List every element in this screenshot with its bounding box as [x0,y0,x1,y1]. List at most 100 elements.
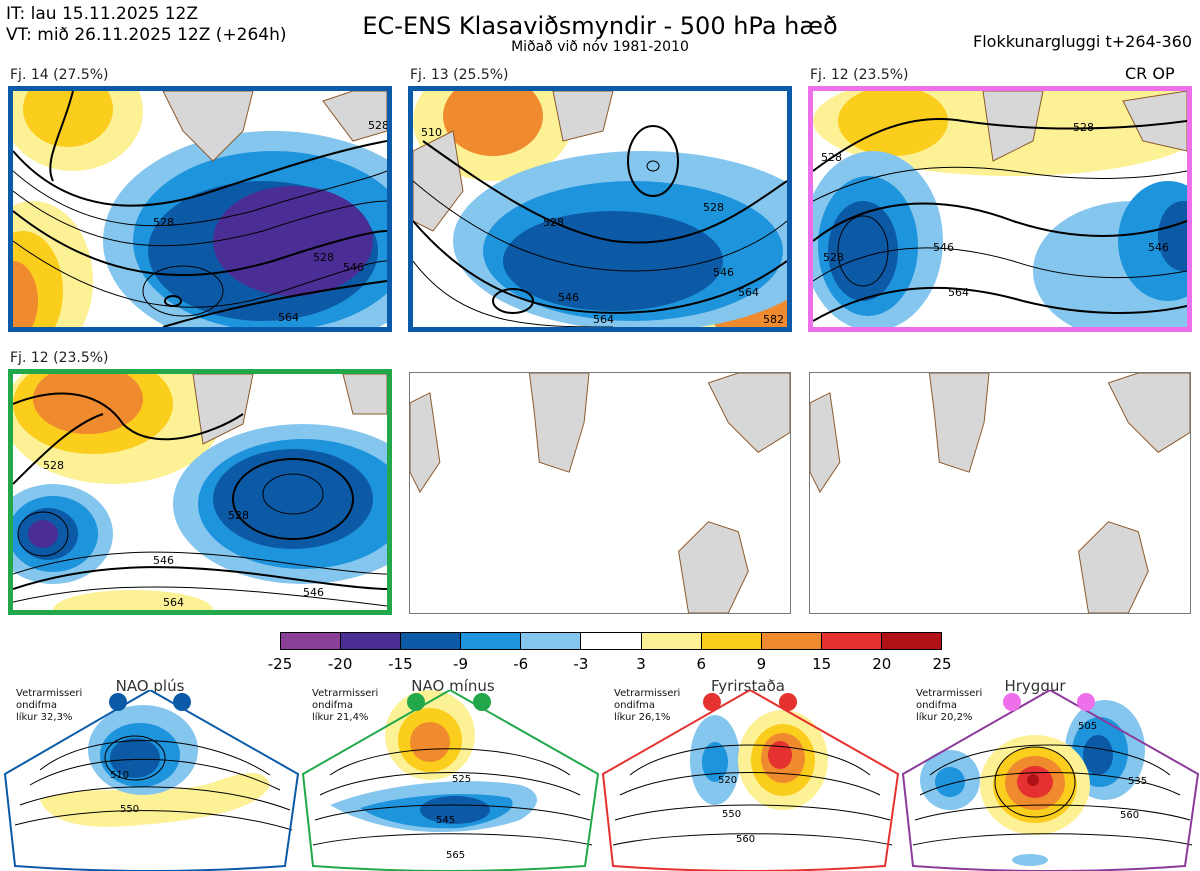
cluster-map-3-plot: 528 528 528 546 546 564 [813,91,1187,327]
panel-3-contour-label: 528 [821,151,842,164]
panel-3-contour-label: 528 [1073,121,1094,134]
colorbar-swatch [881,633,942,649]
colorbar-swatch [761,633,822,649]
empty-map-6 [809,372,1191,614]
valid-time: VT: mið 26.11.2025 12Z (+264h) [6,25,287,45]
regime-4-contour-label: 560 [1120,810,1139,821]
regime-1-contour-label: 550 [120,804,139,815]
regime-map-nao-minus: 525 545 565 [301,690,600,871]
panel-2-contour-label: 528 [703,201,724,214]
panel-4-contour-label: 528 [228,509,249,522]
panel-2-contour-label: 528 [543,216,564,229]
panel-2-label: Fj. 13 (25.5%) [410,67,509,83]
run-info: IT: lau 15.11.2025 12Z VT: mið 26.11.202… [6,4,287,46]
regime-1-contour-label: 510 [110,770,129,781]
colorbar-tick-label: -15 [388,655,413,673]
panel-2-contour-label: 582 [763,313,784,326]
regime-3-probability: líkur 26,1% [614,712,671,723]
regime-3-contour-label: 560 [736,834,755,845]
panel-4-contour-label: 564 [163,596,184,609]
regime-2-season: Vetrarmisseri [312,688,379,699]
regime-2-months: ondifma [312,700,353,711]
page-subtitle: Miðað við nóv 1981-2010 [511,39,689,55]
colorbar-tick-label: -3 [573,655,589,673]
panel-1-contour-label: 528 [313,251,334,264]
colorbar-tick-label: -9 [453,655,469,673]
panel-1-contour-label: 528 [368,119,387,132]
regime-1-months: ondifma [16,700,57,711]
empty-map-6-plot [810,373,1190,613]
panel-2-contour-label: 564 [593,313,614,326]
panel-4-contour-label: 546 [153,554,174,567]
panel-1-label: Fj. 14 (27.5%) [10,67,109,83]
regime-4-contour-label: 535 [1128,776,1147,787]
regime-3-season: Vetrarmisseri [614,688,681,699]
colorbar-tick-label: 25 [932,655,952,673]
colorbar-swatch [341,633,402,649]
regime-4-season: Vetrarmisseri [916,688,983,699]
regime-2-contour-label: 565 [446,850,465,861]
cluster-map-2-plot: 510 528 528 546 546 564 564 582 [413,91,787,327]
panel-2-contour-label: 510 [421,126,442,139]
colorbar-swatch [821,633,882,649]
panel-4-contour-label: 546 [303,586,324,599]
cluster-map-3: 528 528 528 546 546 564 [808,86,1192,332]
regime-map-nao-plus: 510 550 [3,690,300,871]
classification-window: Flokkunargluggi t+264-360 [973,32,1192,51]
colorbar-swatch [461,633,522,649]
regime-3-contour-label: 550 [722,809,741,820]
regime-2-contour-label: 525 [452,774,471,785]
cluster-map-4: 528 528 546 546 564 [8,369,392,615]
panel-3-label: Fj. 12 (23.5%) [810,67,909,83]
colorbar-tick-label: -20 [327,655,353,673]
regime-3-info: Vetrarmisseri ondifma líkur 26,1% [614,688,680,724]
panel-4-label: Fj. 12 (23.5%) [10,350,109,366]
colorbar-tick-label: -25 [267,655,293,673]
regime-4-probability: líkur 20,2% [916,712,973,723]
cluster-map-1: 528 528 528 546 564 [8,86,392,332]
regime-4-months: ondifma [916,700,957,711]
regime-1-probability: líkur 32,3% [16,712,73,723]
colorbar-tick-label: 9 [756,655,767,673]
regime-3-contour-label: 520 [718,775,737,786]
panel-2-contour-label: 546 [558,291,579,304]
colorbar-swatch [521,633,582,649]
panel-3-contour-label: 546 [1148,241,1169,254]
cluster-map-4-plot: 528 528 546 546 564 [13,374,387,610]
panel-1-contour-label: 528 [153,216,174,229]
regime-1-title: NAO plús [115,677,185,695]
colorbar-swatch [281,633,342,649]
colorbar-tick-label: -6 [513,655,529,673]
panel-2-contour-label: 546 [713,266,734,279]
colorbar-swatch [701,633,762,649]
regime-1-season: Vetrarmisseri [16,688,83,699]
regime-3-months: ondifma [614,700,655,711]
cluster-map-2: 510 528 528 546 546 564 564 582 [408,86,792,332]
panel-3-tag: CR OP [1125,64,1175,83]
regime-2-probability: líkur 21,4% [312,712,369,723]
colorbar-tick-label: 6 [696,655,707,673]
panel-1-contour-label: 546 [343,261,364,274]
panel-2-contour-label: 564 [738,286,759,299]
panel-3-contour-label: 528 [823,251,844,264]
page-title: EC-ENS Klasaviðsmyndir - 500 hPa hæð [362,12,838,40]
colorbar-swatch [641,633,702,649]
regime-3-title: Fyrirstaða [711,677,785,695]
colorbar-tick-label: 20 [872,655,892,673]
panel-1-contour-label: 564 [278,311,299,324]
colorbar-tick-label: 15 [812,655,832,673]
panel-4-contour-label: 528 [43,459,64,472]
regime-2-info: Vetrarmisseri ondifma líkur 21,4% [312,688,378,724]
cluster-map-1-plot: 528 528 528 546 564 [13,91,387,327]
panel-3-contour-label: 546 [933,241,954,254]
regime-2-contour-label: 545 [436,815,455,826]
init-time: IT: lau 15.11.2025 12Z [6,4,198,24]
regime-map-ridge: 505 535 560 [901,690,1200,871]
colorbar [280,632,942,650]
regime-map-blocking: 520 550 560 [601,690,900,871]
empty-map-5-plot [410,373,790,613]
panel-3-contour-label: 564 [948,286,969,299]
regime-1-info: Vetrarmisseri ondifma líkur 32,3% [16,688,82,724]
regime-4-contour-label: 505 [1078,721,1097,732]
colorbar-tick-label: 3 [636,655,646,673]
